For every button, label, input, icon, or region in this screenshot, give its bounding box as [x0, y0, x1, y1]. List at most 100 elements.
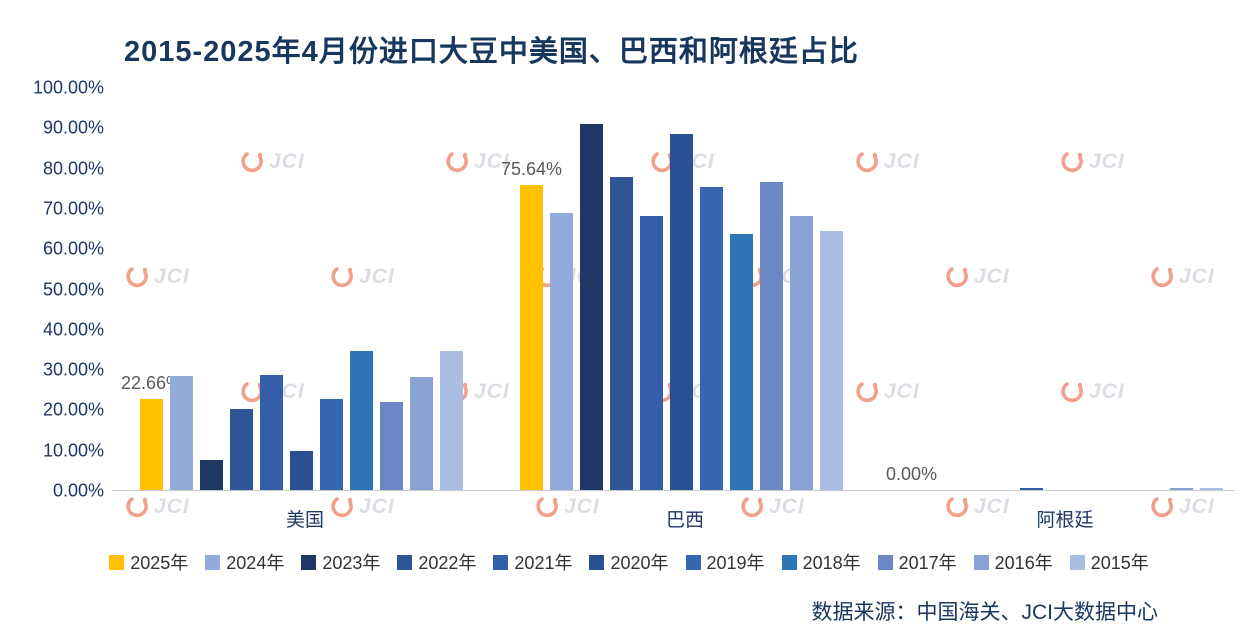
- legend-item-2017年: 2017年: [877, 549, 957, 575]
- jci-logo-icon: [1151, 267, 1173, 288]
- legend-label: 2015年: [1090, 553, 1149, 573]
- legend-item-2016年: 2016年: [973, 549, 1053, 575]
- bar-巴西-2016年: [790, 215, 813, 490]
- y-tick-label: 100.00%: [32, 77, 104, 98]
- bar-阿根廷-2015年: [1200, 488, 1223, 490]
- legend-label: 2021年: [514, 553, 573, 573]
- y-tick-label: 60.00%: [42, 238, 104, 259]
- legend-swatch-icon: [1069, 554, 1085, 570]
- legend-item-2025年: 2025年: [109, 549, 188, 575]
- legend-swatch-icon: [973, 554, 989, 570]
- jci-logo-icon: [446, 152, 468, 173]
- bar-阿根廷-2016年: [1170, 488, 1193, 490]
- data-label: 75.64%: [500, 159, 563, 180]
- category-label-0: 美国: [285, 510, 324, 531]
- watermark-label: JCI: [474, 150, 510, 173]
- watermark-label: JCI: [359, 265, 395, 288]
- legend-item-2019年: 2019年: [685, 549, 765, 575]
- bar-美国-2015年: [440, 350, 463, 490]
- jci-watermark: JCI: [855, 150, 920, 174]
- jci-watermark: JCI: [445, 150, 510, 174]
- jci-logo-icon: [741, 497, 763, 518]
- bar-美国-2021年: [260, 375, 283, 490]
- legend-swatch-icon: [589, 554, 605, 570]
- watermark-label: JCI: [1089, 380, 1125, 403]
- jci-logo-icon: [856, 382, 878, 403]
- bar-巴西-2023年: [580, 124, 603, 490]
- jci-watermark: JCI: [945, 495, 1010, 519]
- legend-swatch-icon: [397, 554, 413, 570]
- legend-label: 2024年: [226, 553, 285, 573]
- jci-logo-icon: [946, 497, 968, 518]
- legend-swatch-icon: [493, 554, 509, 570]
- y-tick-label: 10.00%: [42, 440, 104, 461]
- jci-logo-icon: [946, 267, 968, 288]
- legend-label: 2023年: [322, 553, 381, 573]
- watermark-label: JCI: [974, 265, 1010, 288]
- bar-美国-2025年: 22.66%: [121, 373, 182, 490]
- chart-title: 2015-2025年4月份进口大豆中美国、巴西和阿根廷占比: [124, 36, 859, 68]
- bar-美国-2017年: [380, 402, 403, 490]
- legend-label: 2016年: [994, 553, 1053, 573]
- y-tick-label: 90.00%: [42, 117, 104, 138]
- y-tick-label: 70.00%: [42, 198, 104, 219]
- bar-group-2: 0.00%: [886, 87, 1230, 490]
- jci-watermark: JCI: [125, 265, 190, 289]
- jci-logo-icon: [1061, 382, 1083, 403]
- jci-logo-icon: [856, 152, 878, 173]
- legend-label: 2017年: [898, 553, 957, 573]
- legend-swatch-icon: [877, 554, 893, 570]
- bar-巴西-2018年: [730, 234, 753, 490]
- bar-group-0: 22.66%: [121, 87, 470, 490]
- watermark-label: JCI: [564, 495, 600, 518]
- legend-swatch-icon: [781, 554, 797, 570]
- jci-logo-icon: [1061, 152, 1083, 173]
- legend-item-2020年: 2020年: [589, 549, 669, 575]
- y-tick-label: 30.00%: [42, 359, 104, 380]
- watermark-label: JCI: [769, 495, 805, 518]
- jci-watermark: JCI: [1060, 380, 1125, 404]
- jci-watermark: JCI: [330, 495, 395, 519]
- jci-logo-icon: [241, 152, 263, 173]
- data-label: 0.00%: [885, 464, 938, 484]
- jci-logo-icon: [331, 497, 353, 518]
- jci-watermark: JCI: [855, 380, 920, 404]
- watermark-label: JCI: [474, 380, 510, 403]
- bar-美国-2023年: [200, 460, 223, 490]
- watermark-label: JCI: [1089, 150, 1125, 173]
- jci-watermark: JCI: [125, 495, 190, 519]
- watermark-label: JCI: [269, 150, 305, 173]
- source-note: 数据来源：中国海关、JCI大数据中心: [811, 601, 1159, 624]
- bar-巴西-2025年: 75.64%: [501, 159, 562, 490]
- bar-美国-2016年: [410, 377, 433, 490]
- legend: 2025年 2024年 2023年 2022年 2021年 2020年 2019年 2018年…: [0, 549, 1258, 575]
- jci-watermark: JCI: [240, 150, 305, 174]
- category-label-1: 巴西: [665, 510, 704, 531]
- jci-watermark: JCI: [330, 265, 395, 289]
- jci-logo-icon: [126, 497, 148, 518]
- jci-logo-icon: [1151, 497, 1173, 518]
- category-label-2: 阿根廷: [1036, 510, 1094, 531]
- bar-巴西-2019年: [700, 186, 723, 490]
- legend-swatch-icon: [109, 554, 125, 570]
- legend-label: 2018年: [802, 553, 861, 573]
- bar-巴西-2024年: [550, 213, 573, 490]
- bar-巴西-2017年: [760, 182, 783, 490]
- bar-巴西-2015年: [820, 230, 843, 490]
- jci-watermark: JCI: [1150, 265, 1215, 289]
- bar-巴西-2021年: [640, 215, 663, 490]
- y-tick-label: 80.00%: [42, 158, 104, 179]
- watermark-label: JCI: [884, 150, 920, 173]
- legend-label: 2020年: [610, 553, 669, 573]
- watermark-label: JCI: [154, 495, 190, 518]
- legend-label: 2022年: [418, 553, 477, 573]
- bar-美国-2018年: [350, 350, 373, 490]
- bar-group-1: 75.64%: [501, 87, 850, 490]
- bar-美国-2024年: [170, 375, 193, 490]
- legend-item-2022年: 2022年: [397, 549, 476, 575]
- legend-swatch-icon: [685, 554, 701, 570]
- legend-item-2024年: 2024年: [205, 549, 284, 575]
- bar-巴西-2022年: [610, 176, 633, 490]
- plot-area: 22.66% 75.64% 0.00%: [112, 88, 1235, 491]
